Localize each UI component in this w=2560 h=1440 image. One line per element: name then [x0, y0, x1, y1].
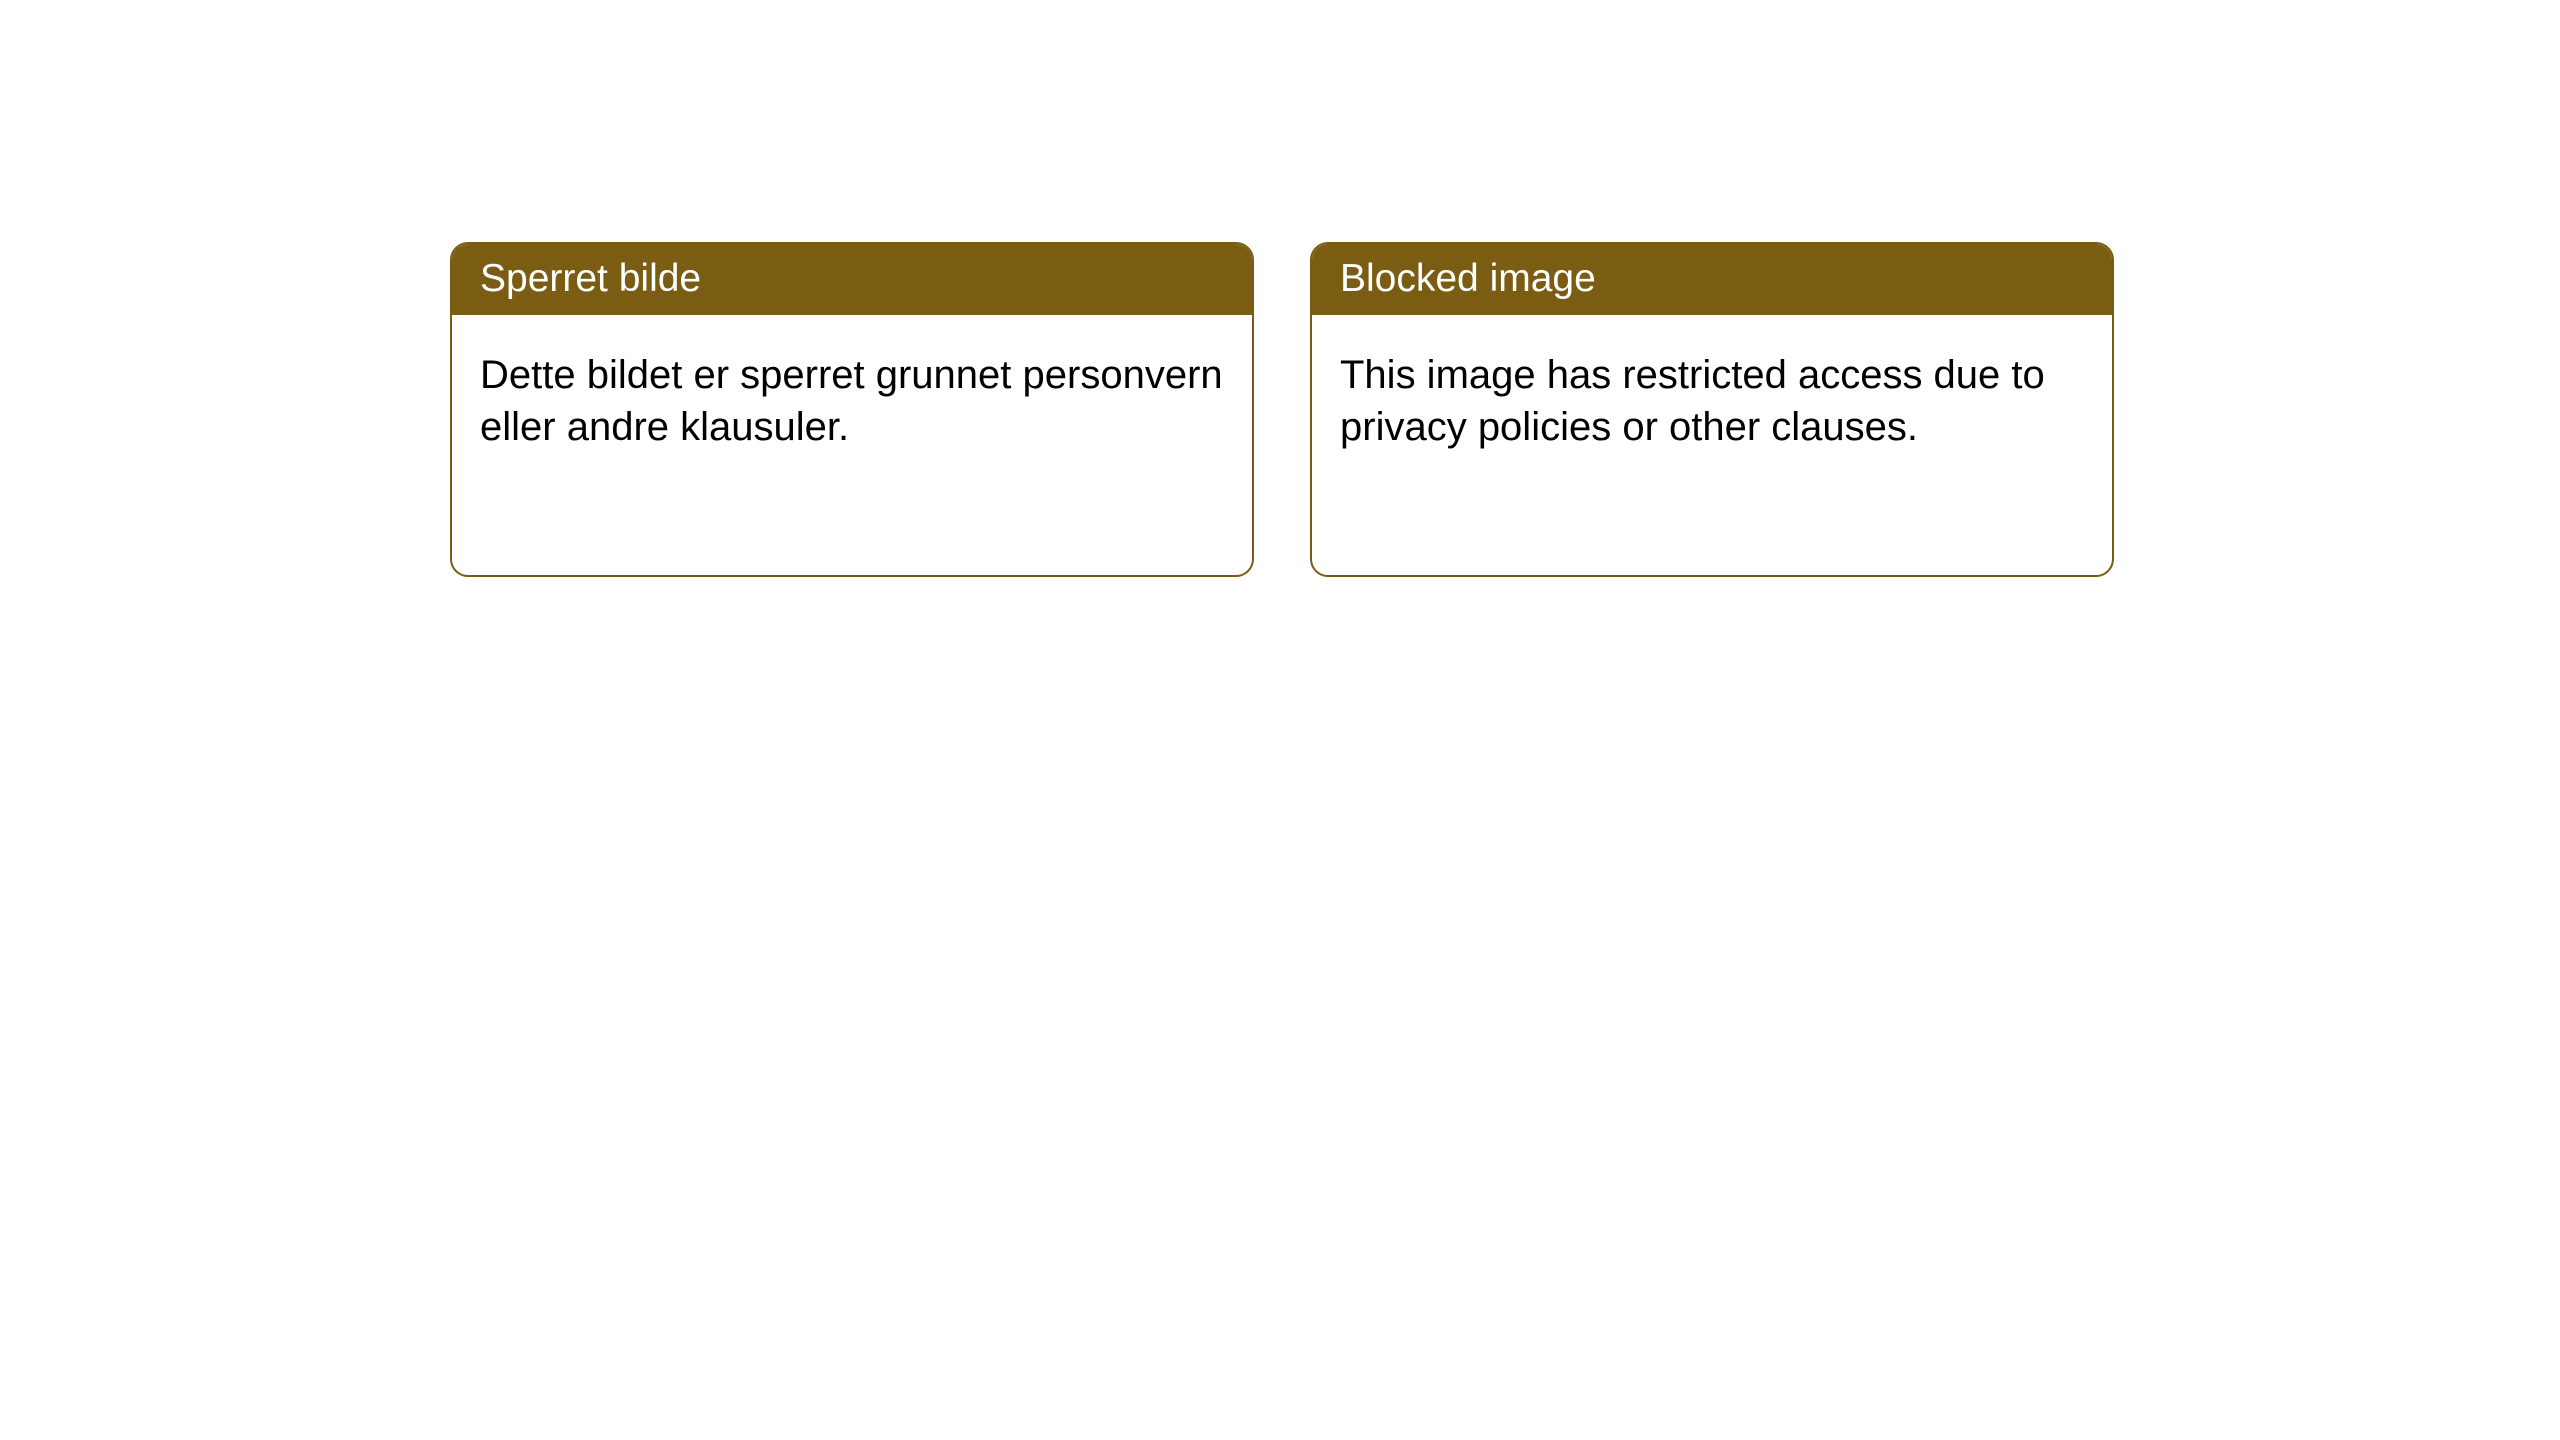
card-body-norwegian: Dette bildet er sperret grunnet personve…: [452, 315, 1252, 487]
card-text-norwegian: Dette bildet er sperret grunnet personve…: [480, 353, 1223, 449]
card-title-norwegian: Sperret bilde: [480, 257, 701, 300]
card-body-english: This image has restricted access due to …: [1312, 315, 2112, 487]
card-title-english: Blocked image: [1340, 257, 1596, 300]
notice-cards-container: Sperret bilde Dette bildet er sperret gr…: [450, 242, 2114, 577]
notice-card-norwegian: Sperret bilde Dette bildet er sperret gr…: [450, 242, 1254, 577]
notice-card-english: Blocked image This image has restricted …: [1310, 242, 2114, 577]
card-text-english: This image has restricted access due to …: [1340, 353, 2045, 449]
card-header-english: Blocked image: [1312, 244, 2112, 315]
card-header-norwegian: Sperret bilde: [452, 244, 1252, 315]
